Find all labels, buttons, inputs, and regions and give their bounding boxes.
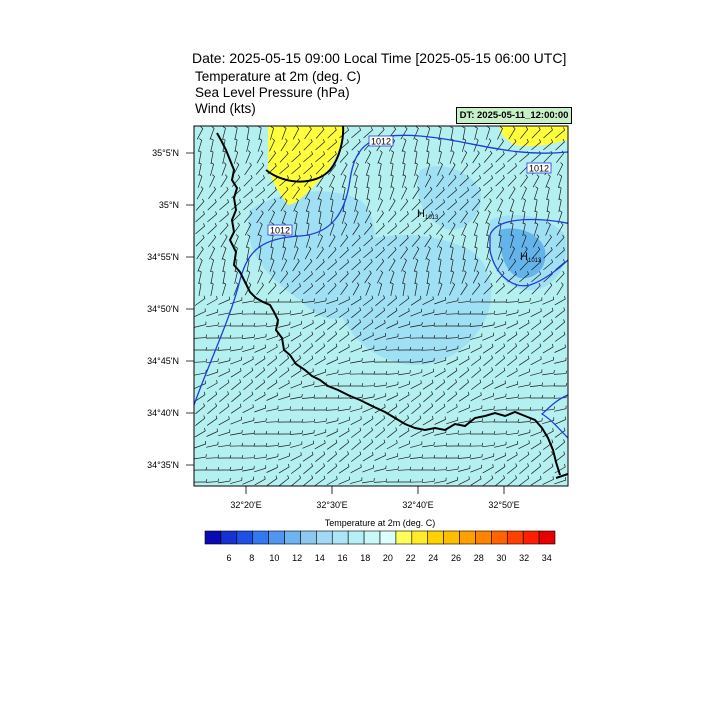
temperature-region-cool xyxy=(329,235,492,365)
colorbar-box xyxy=(300,530,317,545)
isobar-label: 1012 xyxy=(368,135,394,147)
coastline xyxy=(555,473,568,479)
colorbar-box xyxy=(459,530,476,545)
colorbar-box xyxy=(427,530,444,545)
colorbar xyxy=(204,530,556,545)
colorbar-box xyxy=(538,530,556,545)
colorbar-box xyxy=(363,530,381,545)
colorbar-box xyxy=(284,530,301,545)
colorbar-box xyxy=(252,530,269,545)
isobar-line xyxy=(194,134,568,406)
isobar-label: 1012 xyxy=(526,162,552,174)
colorbar-box xyxy=(443,530,460,545)
colorbar-tick-label: 26 xyxy=(451,553,461,563)
colorbar-tick-label: 10 xyxy=(269,553,279,563)
colorbar-box xyxy=(236,530,254,545)
lon-label: 32°20'E xyxy=(230,500,261,510)
lat-label: 34°40'N xyxy=(147,408,179,418)
colorbar-title: Temperature at 2m (deg. C) xyxy=(325,518,436,528)
high-symbol: H xyxy=(520,251,528,263)
colorbar-tick-label: 16 xyxy=(337,553,347,563)
colorbar-box xyxy=(379,530,397,545)
colorbar-box xyxy=(522,530,540,545)
plot-title: Date: 2025-05-15 09:00 Local Time [2025-… xyxy=(192,50,567,66)
high-pressure-marker: H 1013 xyxy=(520,251,542,264)
coastline xyxy=(265,126,345,183)
colorbar-tick-label: 28 xyxy=(474,553,484,563)
isobar-label: 1012 xyxy=(267,224,293,236)
isobar-label-text: 1012 xyxy=(371,137,391,147)
subtitle-wind: Wind (kts) xyxy=(195,101,256,116)
colorbar-box xyxy=(506,530,524,545)
high-symbol: H xyxy=(417,208,425,220)
lon-label: 32°30'E xyxy=(316,500,347,510)
latitude-axis: 35°5'N 35°N 34°55'N 34°50'N 34°45'N 34°4… xyxy=(147,148,194,470)
colorbar-tick-label: 18 xyxy=(360,553,370,563)
temperature-region-warm xyxy=(268,126,345,205)
subtitle-temperature: Temperature at 2m (deg. C) xyxy=(195,69,361,84)
isobar-line xyxy=(540,394,568,439)
colorbar-box xyxy=(411,530,429,545)
colorbar-box xyxy=(204,530,222,545)
colorbar-tick-label: 14 xyxy=(315,553,325,563)
isobar-label-text: 1012 xyxy=(529,164,549,174)
lon-label: 32°50'E xyxy=(488,500,519,510)
longitude-axis: 32°20'E 32°30'E 32°40'E 32°50'E xyxy=(230,486,520,510)
colorbar-box xyxy=(475,530,492,545)
colorbar-tick-label: 30 xyxy=(496,553,506,563)
plot-frame xyxy=(193,125,569,487)
colorbar-tick-label: 24 xyxy=(428,553,438,563)
lat-label: 34°35'N xyxy=(147,460,179,470)
colorbar-tick-label: 32 xyxy=(519,553,529,563)
dt-label-box: DT: 2025-05-11_12:00:00 xyxy=(456,107,572,124)
lat-label: 34°45'N xyxy=(147,356,179,366)
colorbar-box xyxy=(331,530,349,545)
colorbar-box xyxy=(268,530,285,545)
subtitle-pressure: Sea Level Pressure (hPa) xyxy=(195,85,350,100)
colorbar-tick-label: 6 xyxy=(226,553,231,563)
colorbar-box xyxy=(491,530,508,545)
isobar-line xyxy=(489,218,568,287)
colorbar-box xyxy=(395,530,413,545)
lat-label: 35°5'N xyxy=(152,148,179,158)
coastline xyxy=(216,132,561,476)
lat-label: 35°N xyxy=(159,200,179,210)
lat-label: 34°50'N xyxy=(147,304,179,314)
colorbar-tick-label: 34 xyxy=(542,553,552,563)
temperature-region-cool-dark xyxy=(499,228,546,279)
colorbar-ticks: 6 8 10 12 14 16 18 20 22 24 26 28 30 32 34 xyxy=(226,553,551,563)
colorbar-tick-label: 22 xyxy=(406,553,416,563)
lon-label: 32°40'E xyxy=(402,500,433,510)
colorbar-tick-label: 12 xyxy=(292,553,302,563)
high-value: 1013 xyxy=(425,215,439,221)
colorbar-box xyxy=(316,530,333,545)
colorbar-tick-label: 8 xyxy=(249,553,254,563)
map-field xyxy=(194,126,568,486)
colorbar-box xyxy=(220,530,238,545)
colorbar-box xyxy=(347,530,365,545)
colorbar-tick-label: 20 xyxy=(383,553,393,563)
temperature-region-cool xyxy=(417,166,481,230)
isobar-label-text: 1012 xyxy=(270,226,290,236)
lat-label: 34°55'N xyxy=(147,252,179,262)
high-pressure-marker: H 1013 xyxy=(417,208,439,221)
high-value: 1013 xyxy=(528,258,542,264)
